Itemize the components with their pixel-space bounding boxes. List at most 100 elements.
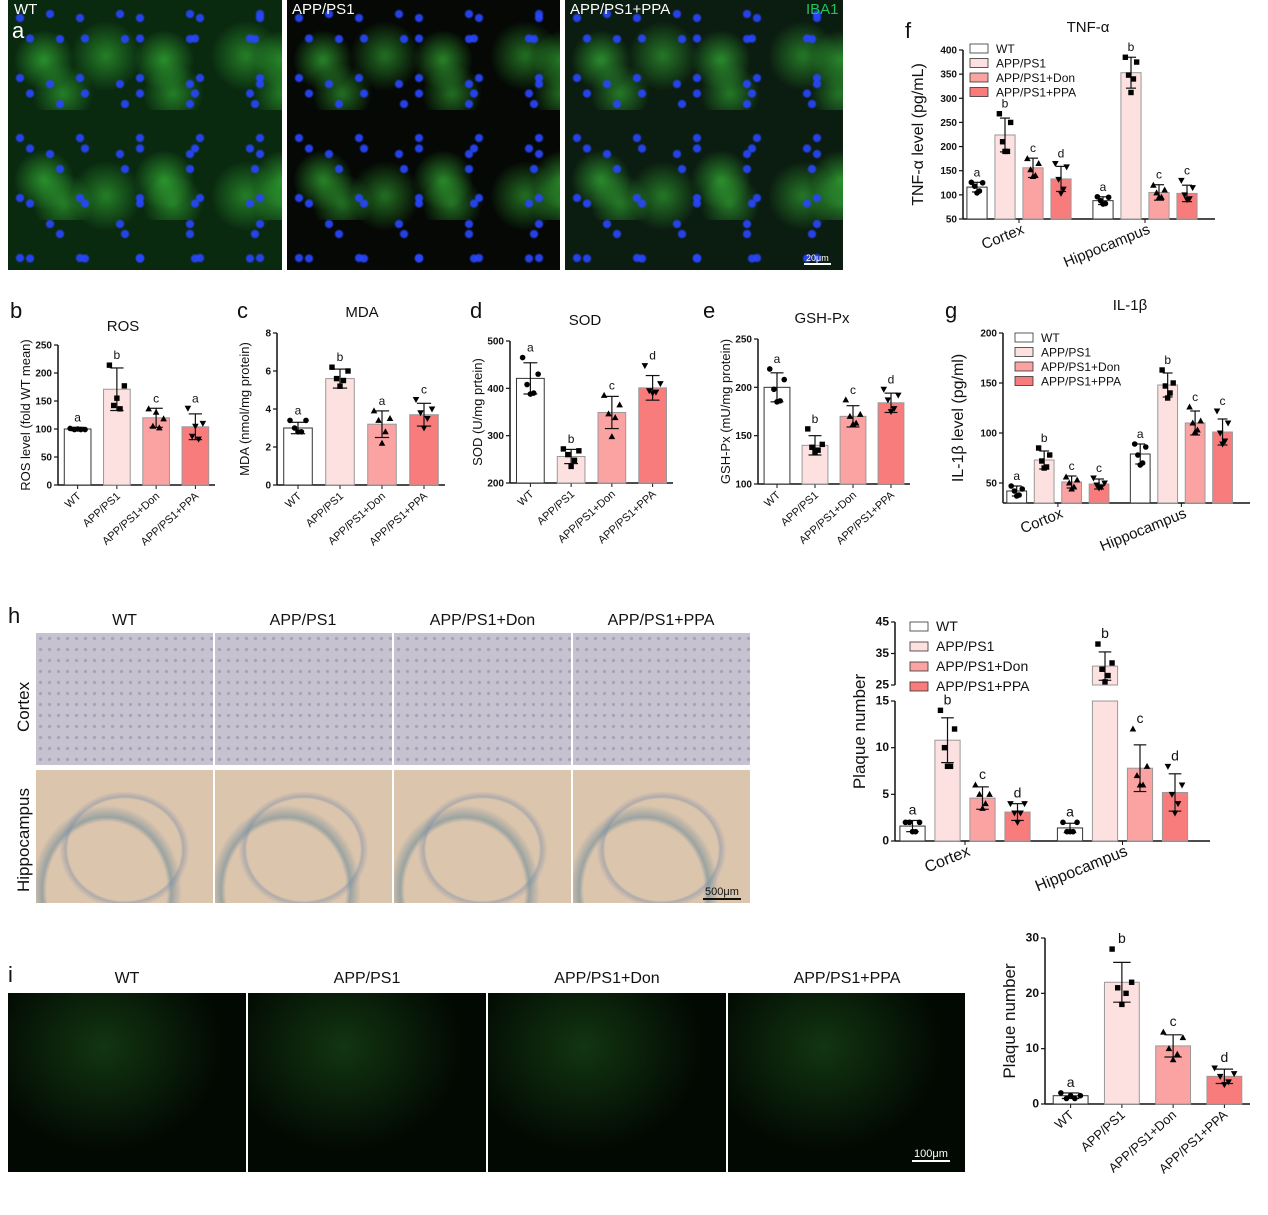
data-point-square <box>571 457 578 463</box>
data-point-square <box>1159 367 1165 373</box>
y-tick-label: 50 <box>41 453 53 464</box>
data-point-square <box>941 744 948 751</box>
data-point-triangle-down <box>1216 430 1224 437</box>
data-point-circle <box>1135 452 1141 458</box>
legend-label: APP/PS1+Don <box>1041 360 1120 374</box>
data-point-square <box>809 444 815 450</box>
y-tick-label: 200 <box>487 479 504 490</box>
panel-letter: d <box>470 298 482 323</box>
data-point-square <box>1046 452 1053 458</box>
data-point-square <box>1123 990 1129 997</box>
data-point-square <box>1109 946 1115 952</box>
bar <box>934 739 961 842</box>
data-point-triangle-down <box>1183 197 1191 204</box>
data-point-circle <box>1013 493 1020 499</box>
data-point-square <box>996 111 1003 117</box>
data-point-triangle-up <box>1073 476 1081 483</box>
data-point-square <box>121 383 128 389</box>
legend-label: APP/PS1+Don <box>936 658 1028 674</box>
group-label: Cortex <box>922 843 972 876</box>
data-point-triangle-down <box>1060 186 1067 193</box>
data-point-triangle-down <box>1093 482 1100 489</box>
y-tick-label: 300 <box>487 431 504 442</box>
data-point-square <box>1130 76 1137 82</box>
legend-label: APP/PS1+Don <box>996 71 1075 85</box>
data-point-triangle-up <box>972 781 979 788</box>
y-tick-label: 50 <box>986 479 998 490</box>
data-point-circle <box>1105 194 1112 201</box>
significance-letter: a <box>295 403 302 417</box>
data-point-triangle-up <box>1035 159 1042 166</box>
y-axis-label: TNF-α level (pg/mL) <box>910 63 927 206</box>
image-label-wt: WT <box>14 1 38 18</box>
chart-title: GSH-Px <box>794 310 850 327</box>
significance-letter: a <box>192 391 199 405</box>
y-tick-label: 200 <box>940 142 957 153</box>
bar <box>1126 767 1154 842</box>
data-point-triangle-down <box>1052 160 1059 167</box>
x-tick-label: APP/PS1 <box>1078 1107 1128 1154</box>
col-label-app-i: APP/PS1 <box>333 970 401 987</box>
data-point-triangle-down <box>1181 192 1188 199</box>
bar <box>1052 1095 1089 1105</box>
data-point-triangle-up <box>375 416 382 423</box>
data-point-triangle-down <box>890 406 898 413</box>
x-tick-label: WT <box>1052 1107 1077 1132</box>
data-point-triangle-down <box>1219 441 1226 448</box>
data-point-circle <box>1097 197 1104 204</box>
data-point-square <box>1002 148 1008 155</box>
bar <box>409 414 439 486</box>
data-point-triangle-down <box>1021 801 1028 808</box>
data-point-triangle-up <box>1133 772 1141 779</box>
panel-letter-h: h <box>8 603 21 628</box>
significance-letter: c <box>1069 459 1075 473</box>
data-point-circle <box>1100 201 1106 207</box>
bar <box>1155 1045 1192 1105</box>
significance-letter: c <box>850 383 856 397</box>
data-point-circle <box>781 376 788 383</box>
data-point-square <box>106 362 113 368</box>
scale-bar-a: 20μm <box>804 253 831 265</box>
data-point-circle <box>1060 819 1066 826</box>
data-point-circle <box>766 366 773 372</box>
significance-letter: a <box>1067 1074 1075 1090</box>
col-label-ppa-h: APP/PS1+PPA <box>607 612 715 629</box>
legend-swatch <box>969 87 989 97</box>
legend-swatch <box>1014 332 1034 343</box>
y-tick-label: 50 <box>946 215 958 226</box>
data-point-triangle-down <box>1213 408 1221 415</box>
ihc-hippocampus-wt <box>36 770 213 903</box>
data-point-triangle-up <box>386 415 394 421</box>
bar <box>1006 490 1028 504</box>
data-point-triangle-down <box>1090 475 1097 482</box>
data-point-triangle-up <box>1169 1056 1177 1063</box>
data-point-triangle-down <box>1178 782 1186 789</box>
data-point-triangle-down <box>1063 164 1070 171</box>
y-tick-label: 35 <box>876 646 890 660</box>
data-point-triangle-down <box>417 410 424 417</box>
x-tick-label: APP/PS1+Don <box>556 488 618 545</box>
x-tick-label: APP/PS1+PPA <box>139 490 202 549</box>
y-tick-label: 30 <box>1026 931 1040 945</box>
data-point-triangle-down <box>1055 176 1062 183</box>
data-point-triangle-up <box>1024 155 1031 162</box>
bar <box>966 186 988 220</box>
bar <box>142 417 170 486</box>
data-point-triangle-up <box>1065 479 1073 486</box>
data-point-triangle-down <box>880 386 888 393</box>
data-point-triangle-down <box>887 409 895 415</box>
data-point-triangle-down <box>1178 177 1185 184</box>
data-point-triangle-up <box>1153 189 1160 196</box>
data-point-triangle-down <box>428 406 436 413</box>
x-tick-label: APP/PS1+Don <box>797 489 859 546</box>
panel-letter: c <box>237 298 248 323</box>
data-point-square <box>951 726 958 732</box>
bar <box>763 386 791 485</box>
data-point-triangle-up <box>1191 428 1199 435</box>
data-point-triangle-up <box>382 428 389 435</box>
chart-title: IL-1β <box>1113 297 1148 314</box>
data-point-triangle-down <box>657 381 664 388</box>
significance-letter: c <box>1192 390 1198 404</box>
data-point-triangle-up <box>1136 781 1144 788</box>
data-point-triangle-up <box>1062 473 1070 480</box>
